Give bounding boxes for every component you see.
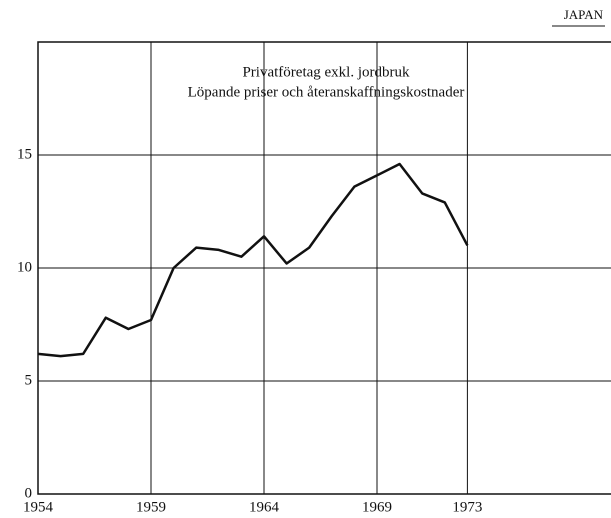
line-series	[37, 162, 469, 358]
y-tick-label: 5	[25, 372, 33, 388]
y-tick-label: 15	[17, 146, 32, 162]
chart-title: Löpande priser och återanskaffningskostn…	[188, 84, 465, 100]
x-tick-label: 1969	[362, 499, 392, 515]
x-tick-label: 1959	[136, 499, 166, 515]
y-tick-label: 0	[25, 485, 33, 501]
x-tick-label: 1954	[23, 499, 54, 515]
corner-label: JAPAN	[564, 7, 604, 22]
chart-title: Privatföretag exkl. jordbruk	[242, 64, 410, 80]
x-tick-label: 1973	[452, 499, 482, 515]
y-tick-label: 10	[17, 259, 32, 275]
x-tick-label: 1964	[249, 499, 280, 515]
